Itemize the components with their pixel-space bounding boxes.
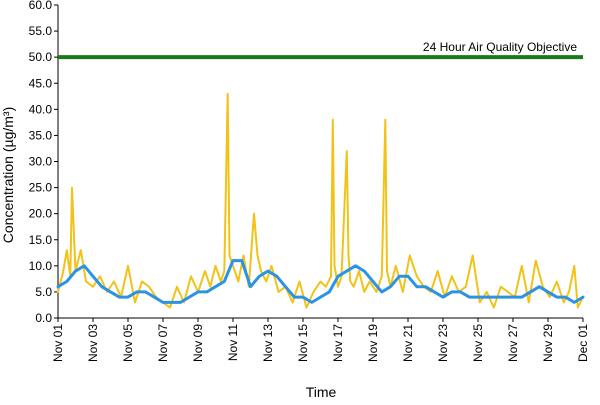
x-tick-label: Nov 19: [366, 324, 380, 362]
x-tick-label: Dec 01: [576, 324, 590, 362]
x-tick-label: Nov 09: [191, 324, 205, 362]
hourly-concentration-line: [57, 92, 584, 309]
y-tick-label: 60.0: [29, 0, 53, 12]
x-tick-label: Nov 13: [261, 324, 275, 362]
y-tick-label: 25.0: [29, 181, 53, 195]
x-tick-label: Nov 15: [296, 324, 310, 362]
tick-labels: 0.0 5.0 10.0 15.0 20.0 25.0 30.0 35.0 40.0 45.0 50…: [29, 0, 590, 362]
y-tick-label: 5.0: [35, 285, 52, 299]
x-tick-label: Nov 05: [121, 324, 135, 362]
y-axis-title: Concentration (µg/m³): [0, 107, 16, 243]
x-tick-label: Nov 11: [226, 324, 240, 361]
x-tick-label: Nov 17: [331, 324, 345, 362]
rolling-mean-line: [56, 259, 585, 304]
objective-group: 24 Hour Air Quality Objective: [58, 40, 583, 60]
y-tick-label: 10.0: [29, 259, 53, 273]
y-tick-label: 50.0: [29, 50, 53, 64]
x-tick-label: Nov 21: [401, 324, 415, 362]
x-tick-label: Nov 27: [506, 324, 520, 362]
y-tick-label: 20.0: [29, 207, 53, 221]
y-tick-label: 30.0: [29, 155, 53, 169]
y-tick-label: 55.0: [29, 24, 53, 38]
x-tick-label: Nov 23: [436, 324, 450, 362]
x-tick-label: Nov 01: [51, 324, 65, 362]
y-tick-label: 0.0: [35, 311, 52, 325]
x-tick-label: Nov 03: [86, 324, 100, 362]
y-tick-label: 40.0: [29, 102, 53, 116]
y-tick-label: 15.0: [29, 233, 53, 247]
x-tick-label: Nov 25: [471, 324, 485, 362]
x-axis-title: Time: [306, 384, 337, 400]
series-group: [56, 92, 585, 309]
x-tick-label: Nov 07: [156, 324, 170, 362]
y-tick-label: 35.0: [29, 128, 53, 142]
y-tick-label: 45.0: [29, 76, 53, 90]
x-tick-label: Nov 29: [541, 324, 555, 362]
objective-label: 24 Hour Air Quality Objective: [423, 40, 577, 54]
